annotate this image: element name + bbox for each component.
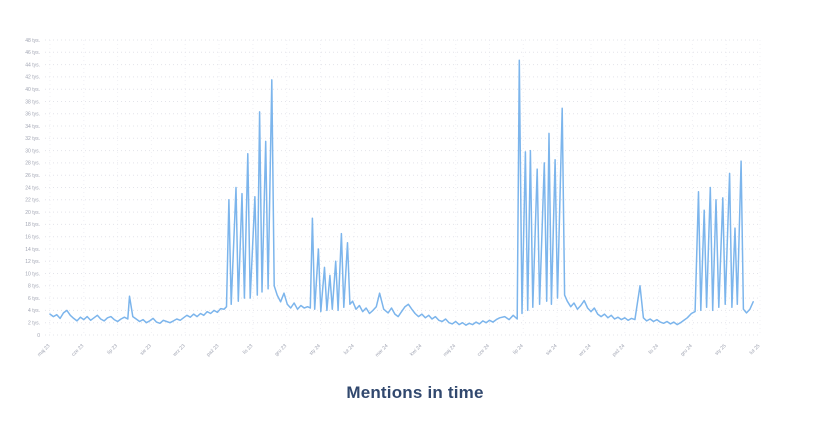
x-axis-tick-label: sie 24: [545, 343, 559, 357]
y-axis-tick-label: 20 tys.: [25, 210, 40, 216]
x-axis-tick-label: cze 24: [476, 343, 491, 358]
y-axis-tick-label: 22 tys.: [25, 198, 40, 204]
y-axis-tick-label: 10 tys.: [25, 271, 40, 277]
x-axis-tick-label: lip 23: [106, 343, 119, 356]
y-axis-tick-label: 14 tys.: [25, 247, 40, 253]
x-axis-tick-label: sty 25: [714, 343, 728, 357]
x-axis-tick-label: lis 23: [242, 343, 255, 356]
y-axis-tick-label: 46 tys.: [25, 50, 40, 56]
x-axis-tick-label: maj 23: [37, 343, 52, 358]
x-axis-tick-label: kwi 24: [409, 343, 423, 357]
x-axis-tick-label: mar 24: [374, 343, 389, 358]
x-axis-tick-label: lip 24: [512, 343, 525, 356]
y-axis-tick-label: 38 tys.: [25, 99, 40, 105]
y-axis-tick-label: 18 tys.: [25, 222, 40, 228]
y-axis-tick-label: 32 tys.: [25, 136, 40, 142]
x-axis-tick-label: lut 24: [343, 343, 356, 356]
y-axis-tick-label: 0: [37, 333, 40, 339]
x-axis-tick-label: sie 23: [139, 343, 153, 357]
y-axis-tick-label: 16 tys.: [25, 235, 40, 241]
x-axis-tick-label: paź 24: [611, 343, 626, 358]
y-axis-tick-label: 40 tys.: [25, 87, 40, 93]
x-axis-tick-label: lut 25: [749, 343, 762, 356]
y-axis-tick-label: 2 tys.: [28, 321, 40, 327]
y-axis-tick-label: 36 tys.: [25, 112, 40, 118]
x-axis-tick-label: maj 24: [442, 343, 457, 358]
x-axis-tick-label: gru 24: [680, 343, 694, 357]
mentions-series-line: [49, 59, 754, 326]
y-axis-tick-label: 30 tys.: [25, 148, 40, 154]
y-axis-tick-label: 8 tys.: [28, 284, 40, 290]
y-axis-tick-label: 34 tys.: [25, 124, 40, 130]
x-axis-tick-label: paź 23: [206, 343, 221, 358]
y-axis-tick-label: 6 tys.: [28, 296, 40, 302]
y-axis-tick-label: 26 tys.: [25, 173, 40, 179]
y-axis-tick-label: 44 tys.: [25, 62, 40, 68]
mentions-line-chart: 0 2 tys. 4 tys. 6 tys. 8 tys. 10 tys. 12 tys. 1…: [25, 38, 762, 359]
x-axis-tick-label: wrz 23: [172, 343, 187, 358]
y-axis-tick-label: 24 tys.: [25, 185, 40, 191]
x-axis-tick-label: cze 23: [71, 343, 86, 358]
chart-title: Mentions in time: [346, 383, 484, 402]
x-axis-tick-label: lis 24: [648, 343, 661, 356]
x-axis-tick-label: sty 24: [308, 343, 322, 357]
x-axis-tick-label: gru 23: [274, 343, 288, 357]
y-axis-tick-label: 42 tys.: [25, 75, 40, 81]
x-axis-tick-label: wrz 24: [578, 343, 593, 358]
y-axis-tick-label: 12 tys.: [25, 259, 40, 265]
y-axis-tick-label: 4 tys.: [28, 308, 40, 314]
y-axis-tick-label: 48 tys.: [25, 38, 40, 44]
y-axis-tick-label: 28 tys.: [25, 161, 40, 167]
